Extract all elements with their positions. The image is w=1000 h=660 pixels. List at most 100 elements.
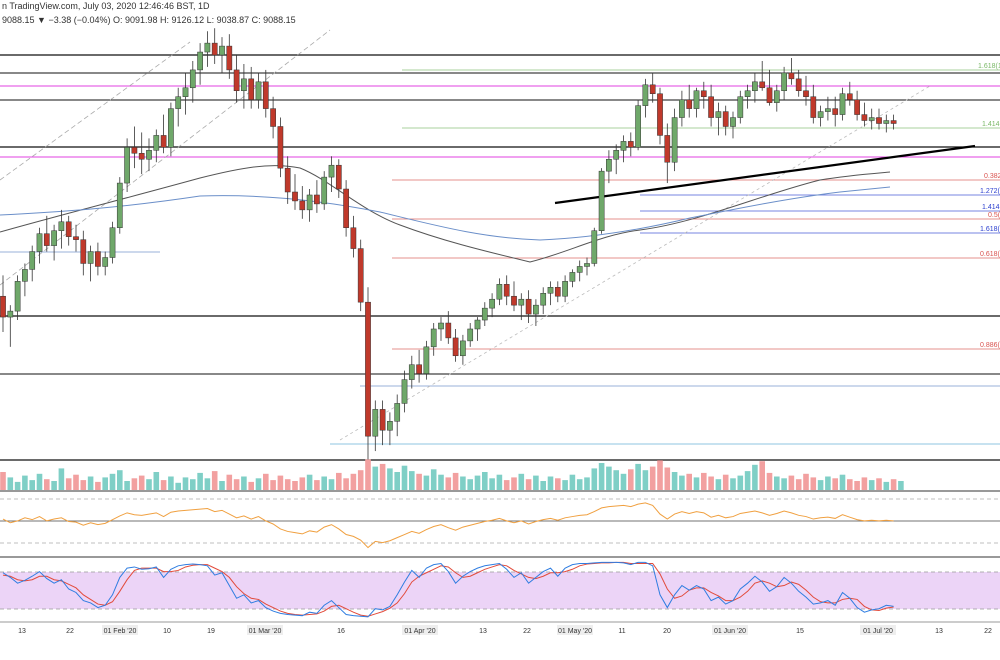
volume-bar [766, 472, 773, 490]
candle-body [197, 51, 203, 71]
volume-bar [314, 480, 320, 490]
candle-body [423, 346, 430, 374]
volume-bar [460, 476, 466, 490]
candle-body [168, 108, 174, 148]
volume-bar [576, 479, 583, 490]
candle-body [7, 310, 14, 318]
candle-body [584, 263, 590, 267]
volume-bar [22, 475, 28, 490]
volume-bar [664, 467, 671, 490]
candle-body [43, 233, 50, 246]
candle-body [95, 251, 101, 267]
volume-bar [204, 478, 211, 490]
volume-bar [861, 477, 868, 490]
volume-bar [131, 478, 138, 490]
candle-body [314, 194, 320, 205]
x-axis-label-bg [557, 625, 593, 635]
candle-body [598, 170, 605, 231]
x-axis-label: 13 [18, 628, 26, 635]
volume-bar [613, 470, 619, 490]
candle-body [299, 200, 306, 211]
candle-body [306, 194, 313, 211]
volume-bar [496, 474, 503, 490]
candle-body [372, 409, 379, 437]
candle-body [401, 379, 408, 404]
candle-body [533, 304, 539, 315]
volume-bar [416, 473, 422, 490]
volume-bar [883, 481, 890, 490]
volume-bar [387, 468, 393, 490]
volume-bar [876, 478, 882, 490]
volume-bar [58, 468, 65, 490]
candle-body [715, 111, 722, 118]
x-axis-label: 13 [479, 628, 487, 635]
candle-body [452, 337, 459, 357]
volume-bar [467, 479, 473, 490]
volume-bar [657, 460, 663, 490]
fib-level-label: 0.5( [988, 212, 1000, 219]
volume-bar [226, 474, 233, 490]
x-axis-label-bg [712, 625, 748, 635]
volume-bar [117, 470, 123, 490]
volume-bar [211, 471, 218, 490]
volume-bar [36, 473, 43, 490]
candle-body [481, 307, 488, 321]
candle-body [262, 81, 269, 109]
x-axis-label-bg [402, 625, 438, 635]
header-high: H: 9126.12 [157, 15, 205, 25]
candle-body [671, 117, 678, 163]
volume-bar [584, 477, 590, 490]
volume-bar [401, 465, 408, 490]
candle-body [408, 364, 415, 380]
x-axis-label: 15 [796, 628, 804, 635]
candle-body [700, 90, 707, 97]
candle-body [752, 81, 758, 92]
candle-body [102, 257, 109, 267]
volume-bar [701, 472, 707, 490]
volume-bar [533, 475, 539, 490]
candle-body [744, 90, 751, 97]
volume-bar [73, 474, 79, 490]
volume-bar [357, 470, 364, 490]
sma-200-line [0, 165, 891, 263]
volume-bar [190, 479, 196, 490]
volume-bar [95, 481, 101, 490]
candle-body [467, 328, 474, 342]
volume-bar [649, 466, 656, 490]
volume-bar [555, 478, 561, 490]
volume-bar [138, 475, 145, 490]
volume-bar [788, 475, 795, 490]
volume-bar [781, 478, 787, 490]
fib-level-label: 1.414( [982, 121, 1000, 128]
candle-body [788, 72, 795, 80]
candle-body [204, 42, 211, 53]
candle-body [613, 150, 620, 160]
candle-body [569, 272, 576, 282]
candle-body [803, 90, 809, 97]
candle-body [146, 150, 152, 160]
volume-bar [263, 473, 269, 490]
volume-bar [606, 466, 612, 490]
volume-bar [255, 478, 262, 490]
candle-body [87, 251, 94, 264]
candle-body [868, 117, 875, 121]
x-axis-label: 20 [663, 628, 671, 635]
x-axis-label: 22 [523, 628, 531, 635]
candle-body [219, 45, 225, 56]
candle-body [460, 340, 466, 357]
volume-bar [890, 479, 897, 490]
x-axis-label: 22 [984, 628, 992, 635]
x-axis-label: 01 May '20 [558, 628, 592, 635]
volume-bar [474, 475, 481, 490]
candle-body [554, 287, 561, 297]
volume-bar [284, 479, 291, 490]
candle-body [29, 251, 36, 270]
candle-body [51, 230, 57, 246]
candle-body [22, 269, 28, 282]
volume-bar [44, 479, 50, 490]
candle-body [387, 421, 393, 431]
candle-body [846, 93, 853, 100]
candle-body [284, 167, 291, 193]
volume-bar [722, 474, 729, 490]
